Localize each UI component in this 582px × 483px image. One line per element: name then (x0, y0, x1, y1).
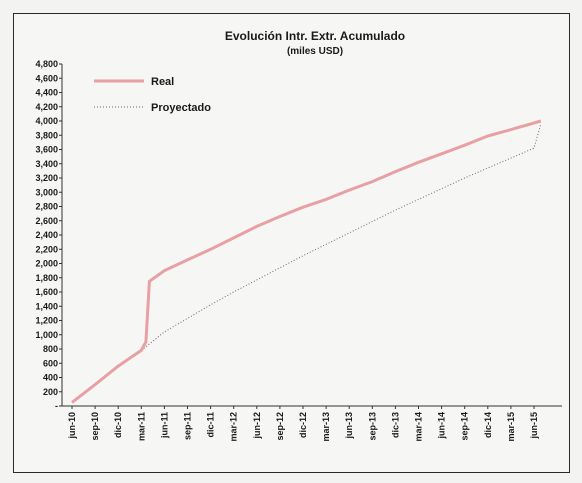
x-tick-label: dic-11 (206, 412, 216, 438)
x-tick-label: sep-11 (183, 412, 193, 440)
chart-subtitle: (miles USD) (287, 46, 343, 57)
x-tick-label: jun-11 (159, 412, 169, 439)
x-tick-label: dic-12 (298, 412, 308, 438)
y-tick-label: 600 (43, 358, 58, 368)
y-tick-label: 400 (43, 373, 58, 383)
y-tick-label: 2,400 (35, 230, 58, 240)
x-tick-label: sep-13 (367, 412, 377, 441)
line-chart: Evolución Intr. Extr. Acumulado (miles U… (35, 29, 562, 442)
y-tick-label: 1,800 (35, 273, 58, 283)
x-tick-label: sep-14 (460, 412, 470, 441)
legend-label-real: Real (151, 76, 174, 88)
y-tick-label: 3,200 (35, 173, 58, 183)
y-tick-label: 1,400 (35, 301, 58, 311)
y-tick-label: 2,000 (35, 259, 58, 269)
x-tick-label: jun-13 (344, 412, 354, 440)
y-tick-label: 4,800 (35, 59, 58, 69)
y-tick-label: 3,000 (35, 187, 58, 197)
x-tick-label: mar-13 (321, 412, 331, 442)
x-ticks: jun-10 sep-10 dic-10 mar-11 jun-11 sep-11 dic-… (67, 406, 539, 442)
y-tick-label: 800 (43, 344, 58, 354)
y-tick-label: 1,000 (35, 330, 58, 340)
x-tick-label: mar-15 (506, 412, 516, 442)
x-tick-label: jun-10 (67, 412, 77, 440)
y-tick-label: 3,600 (35, 145, 58, 155)
x-tick-label: mar-11 (136, 412, 146, 441)
x-tick-label: sep-10 (90, 412, 100, 441)
series-layer (71, 119, 542, 404)
y-tick-label: 4,400 (35, 88, 58, 98)
y-tick-label: - (55, 401, 58, 411)
y-tick-label: 2,200 (35, 244, 58, 254)
y-tick-label: 4,200 (35, 102, 58, 112)
y-tick-label: 3,800 (35, 130, 58, 140)
y-tick-label: 4,000 (35, 116, 58, 126)
chart-title: Evolución Intr. Extr. Acumulado (225, 29, 405, 43)
y-tick-label: 1,200 (35, 316, 58, 326)
x-tick-label: mar-12 (229, 412, 239, 442)
x-tick-label: dic-14 (483, 412, 493, 438)
legend: Real Proyectado (94, 76, 211, 114)
legend-label-proyectado: Proyectado (151, 102, 211, 114)
y-tick-label: 1,600 (35, 287, 58, 297)
x-tick-label: mar-14 (414, 412, 424, 442)
x-tick-label: sep-12 (275, 412, 285, 441)
y-tick-label: 200 (43, 387, 58, 397)
x-tick-label: jun-12 (252, 412, 262, 440)
y-tick-label: 3,400 (35, 159, 58, 169)
x-tick-label: jun-14 (437, 412, 447, 440)
y-tick-label: 2,800 (35, 202, 58, 212)
y-tick-label: 4,600 (35, 73, 58, 83)
x-tick-label: dic-13 (390, 412, 400, 438)
chart-frame: Evolución Intr. Extr. Acumulado (miles U… (13, 13, 570, 473)
x-tick-label: jun-15 (529, 412, 539, 440)
series-line-proyectado (71, 123, 542, 403)
y-ticks: - 200 400 600 800 1,000 1,200 1,400 1,600 1,800 2,… (35, 59, 62, 411)
y-tick-label: 2,600 (35, 216, 58, 226)
series-line-real (71, 119, 542, 404)
x-tick-label: dic-10 (113, 412, 123, 438)
